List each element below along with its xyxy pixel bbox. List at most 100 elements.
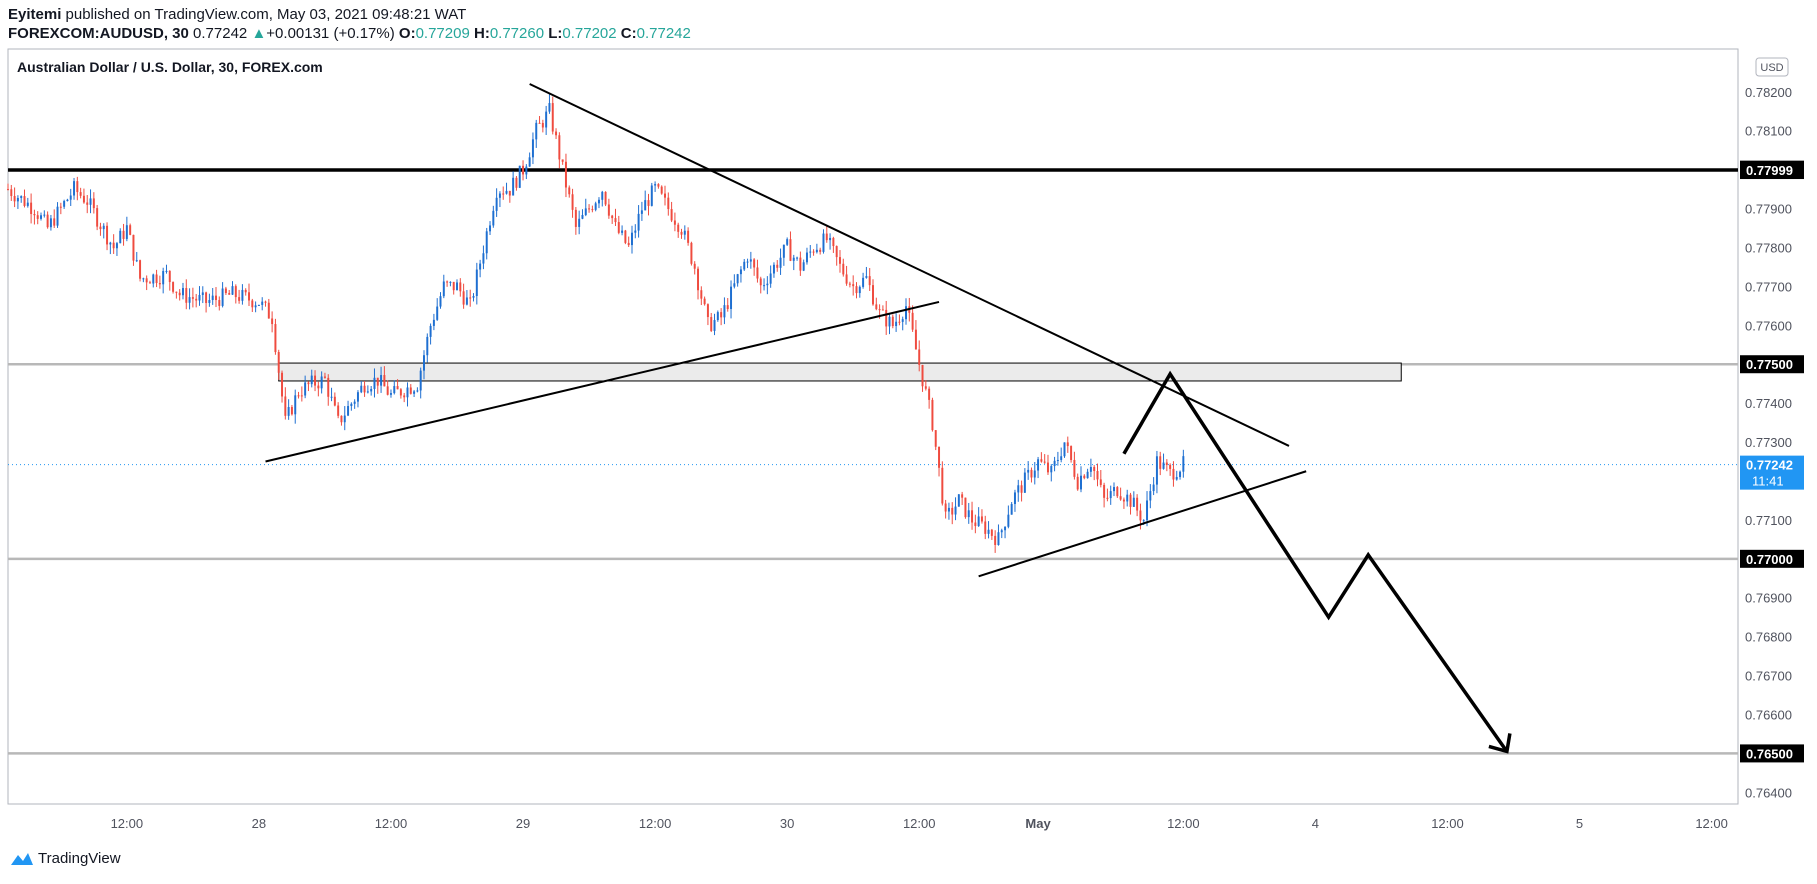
candle[interactable] [512,171,515,196]
candle[interactable] [304,375,307,399]
candle[interactable] [865,266,868,279]
candle[interactable] [264,300,267,307]
candle[interactable] [426,333,429,363]
candle[interactable] [446,280,449,287]
candle[interactable] [287,399,290,420]
candle[interactable] [20,195,23,203]
lower-support-trendline[interactable] [265,300,940,463]
candle[interactable] [49,214,52,231]
candle[interactable] [224,286,227,295]
candle[interactable] [1020,480,1023,502]
candle[interactable] [459,278,462,297]
candle[interactable] [588,204,591,213]
candle[interactable] [1132,491,1135,507]
candle[interactable] [1169,463,1172,476]
candle[interactable] [548,94,551,114]
candle[interactable] [1056,451,1059,466]
candle[interactable] [845,265,848,286]
candle[interactable] [317,381,320,397]
candle[interactable] [545,105,548,135]
candle[interactable] [660,185,663,195]
candle[interactable] [145,275,148,291]
candle[interactable] [716,310,719,322]
candle[interactable] [485,227,488,260]
candle[interactable] [1159,451,1162,476]
candle[interactable] [492,205,495,228]
candle[interactable] [350,402,353,411]
candle[interactable] [218,296,221,311]
candle[interactable] [848,281,851,288]
candle[interactable] [1040,452,1043,463]
candle[interactable] [647,193,650,216]
price-label[interactable]: 0.77500 [1740,355,1804,374]
candle[interactable] [449,281,452,287]
candle[interactable] [531,132,534,165]
candle[interactable] [683,225,686,240]
candle[interactable] [1179,470,1182,480]
candle[interactable] [535,119,538,148]
candle[interactable] [1106,488,1109,502]
candle[interactable] [248,283,251,307]
candle[interactable] [1129,492,1132,515]
candle[interactable] [16,195,19,209]
supply-zone-rectangle[interactable] [278,362,1402,382]
candle[interactable] [862,272,865,289]
candle[interactable] [789,231,792,262]
candle[interactable] [888,313,891,335]
candle[interactable] [46,211,49,229]
candle[interactable] [112,234,115,254]
candle[interactable] [122,223,125,246]
candle[interactable] [139,259,142,282]
candle[interactable] [700,286,703,306]
candle[interactable] [132,234,135,266]
candle[interactable] [267,298,270,319]
candle[interactable] [1066,436,1069,453]
candle[interactable] [13,187,16,208]
candle[interactable] [947,502,950,520]
candle[interactable] [399,388,402,399]
candle[interactable] [327,374,330,406]
candle[interactable] [366,385,369,394]
candle[interactable] [479,259,482,278]
candle[interactable] [135,251,138,263]
candle[interactable] [66,198,69,202]
candle[interactable] [1046,454,1049,475]
candle[interactable] [1119,487,1122,501]
candle[interactable] [980,509,983,524]
candle[interactable] [409,384,412,395]
candle[interactable] [1146,491,1149,527]
candle[interactable] [528,152,531,167]
candle[interactable] [895,313,898,332]
candle[interactable] [657,183,660,189]
candle[interactable] [356,390,359,408]
candle[interactable] [115,241,118,256]
candle[interactable] [251,298,254,313]
candle[interactable] [416,387,419,393]
candle[interactable] [195,293,198,308]
candle[interactable] [109,241,112,255]
candle[interactable] [703,296,706,306]
candle[interactable] [181,282,184,300]
candle[interactable] [1000,528,1003,539]
candle[interactable] [977,507,980,527]
candle[interactable] [1155,450,1158,494]
candle[interactable] [380,366,383,393]
candle[interactable] [558,132,561,169]
candle[interactable] [26,197,29,208]
candle[interactable] [670,201,673,223]
candle[interactable] [944,499,947,519]
candle[interactable] [1152,477,1155,496]
candle[interactable] [419,367,422,399]
candle[interactable] [875,297,878,311]
candle[interactable] [1030,467,1033,483]
candle[interactable] [825,226,828,243]
candle[interactable] [211,288,214,305]
candle[interactable] [294,389,297,424]
candle[interactable] [172,281,175,294]
candle[interactable] [386,380,389,396]
candle[interactable] [736,273,739,287]
candle[interactable] [829,233,832,250]
candle[interactable] [607,198,610,219]
candle[interactable] [868,268,871,291]
